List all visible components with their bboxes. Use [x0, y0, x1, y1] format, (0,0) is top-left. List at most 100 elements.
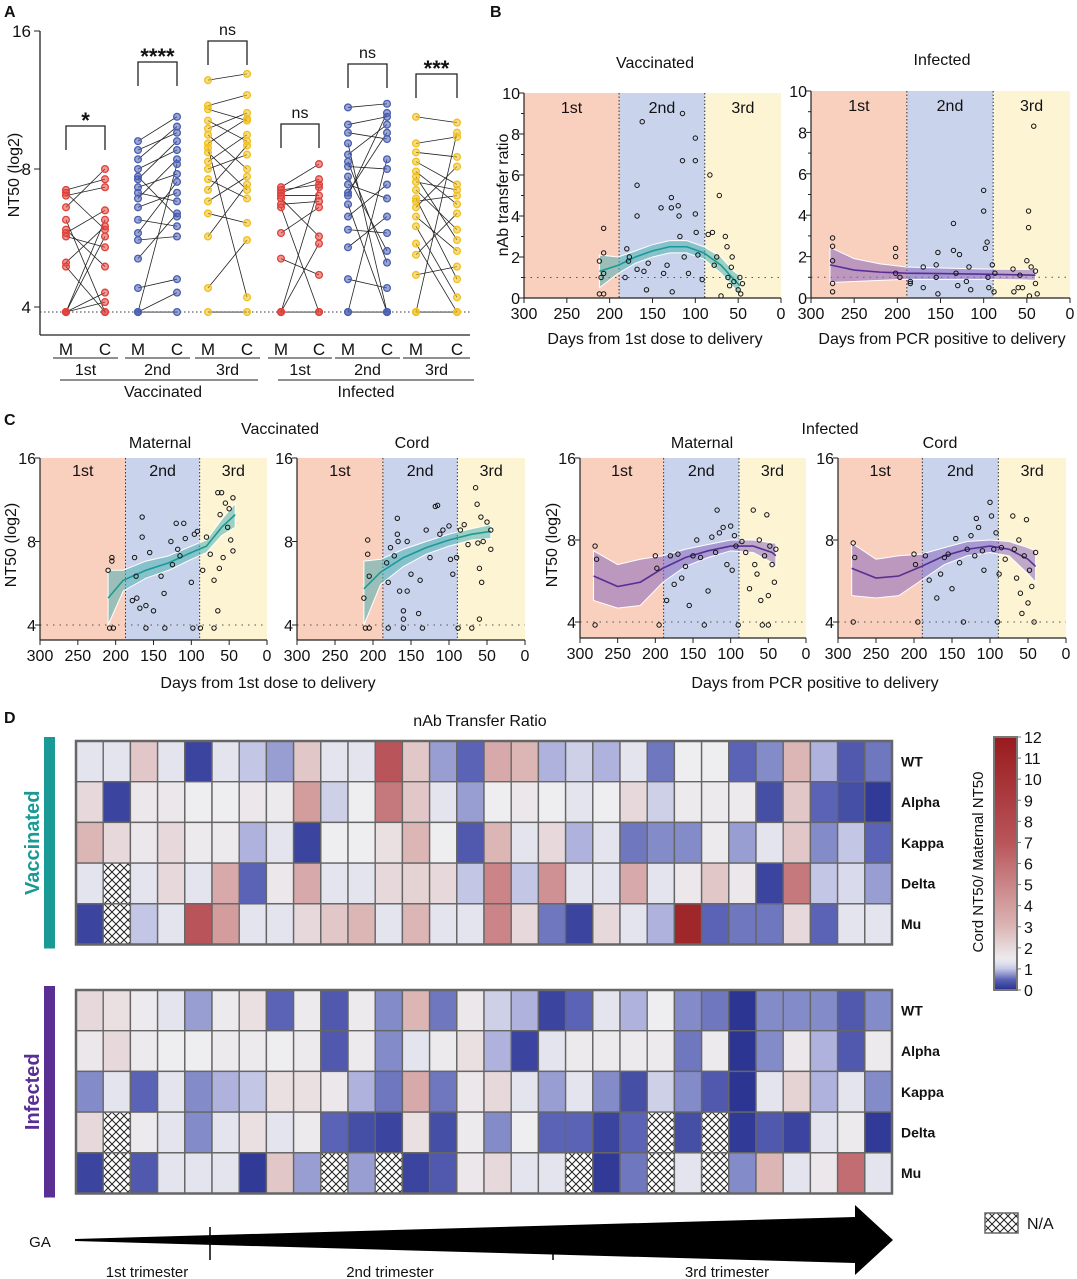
heatmap-cell — [347, 989, 376, 1032]
pair-line — [415, 243, 458, 313]
heatmap-cell — [129, 1111, 159, 1154]
heatmap-cell — [238, 1152, 268, 1195]
heatmap-cell — [184, 1070, 213, 1113]
maternal-point — [411, 250, 421, 259]
data-point — [991, 289, 997, 295]
data-point — [754, 571, 760, 577]
confidence-band — [851, 539, 1037, 599]
heatmap-cell — [510, 862, 540, 905]
heatmap-cell — [156, 1152, 186, 1195]
data-point — [699, 276, 705, 283]
colorbar-tick-label: 1 — [1024, 962, 1033, 979]
trimester-label: 1st — [75, 362, 97, 379]
y-tick-label: 8 — [27, 535, 36, 552]
heatmap-cell — [510, 903, 540, 946]
data-point — [109, 554, 115, 561]
trend-line — [851, 545, 1037, 579]
x-tick-label: 200 — [596, 306, 623, 323]
maternal-point — [411, 172, 421, 181]
data-point — [725, 274, 731, 281]
data-point — [600, 250, 607, 256]
pair-line — [280, 258, 320, 276]
data-point — [222, 500, 229, 506]
data-point — [391, 553, 397, 559]
group-label: Vaccinated — [22, 790, 44, 895]
y-tick-label: 2 — [798, 250, 807, 267]
heatmap-cell — [75, 862, 104, 905]
cord-point — [314, 239, 324, 248]
pair-group — [411, 112, 462, 317]
heatmap-cell — [102, 1070, 132, 1113]
heatmap-cell — [782, 989, 812, 1032]
trimester-label: 3rd — [216, 362, 239, 379]
data-point — [675, 551, 681, 557]
heatmap-cell — [75, 781, 104, 824]
heatmap-cell — [646, 821, 676, 864]
y-axis-label: NT50 (log2) — [544, 503, 561, 587]
pair-line — [207, 108, 248, 122]
heatmap-cell — [782, 903, 812, 946]
panel-b-vaccinated-plot: 1st 2nd 3rd 300 250 200 150 100 50 0 0 2 4 6 8 10 Vaccin… — [495, 55, 786, 348]
maternal-point — [203, 232, 213, 241]
y-tick-label: 16 — [558, 451, 576, 468]
data-point — [457, 527, 464, 533]
x-tick-label: 100 — [436, 648, 463, 665]
trimester-label: 1st — [561, 100, 583, 117]
heatmap-cell — [782, 1070, 812, 1113]
heatmap-cell — [211, 1029, 240, 1073]
maternal-point — [203, 185, 213, 195]
colorbar-tick-label: 7 — [1024, 835, 1033, 852]
data-point — [679, 575, 685, 581]
x-tick-label: 300 — [511, 306, 538, 323]
pair-line — [207, 239, 248, 289]
data-point — [394, 531, 401, 537]
heatmap-cell — [374, 862, 404, 905]
cord-point — [314, 307, 324, 317]
data-point — [474, 501, 480, 507]
colorbar-tick-label: 4 — [1024, 899, 1033, 916]
heatmap-cell — [483, 862, 512, 905]
x-tick-label: 150 — [927, 306, 954, 323]
heatmap-cell — [347, 1111, 376, 1154]
heatmap-cell — [646, 1070, 676, 1113]
maternal-point — [343, 157, 353, 166]
data-point — [480, 538, 486, 545]
pair-line — [65, 219, 106, 313]
data-point — [216, 565, 223, 572]
heatmap-cell — [728, 1070, 757, 1113]
pair-line — [137, 219, 178, 227]
data-point — [926, 577, 932, 583]
x-tick-label: 100 — [970, 306, 997, 323]
data-point — [955, 282, 961, 289]
cord-point — [382, 120, 392, 129]
pair-line — [415, 136, 458, 144]
x-tick-label: 250 — [553, 306, 580, 323]
cord-point — [452, 152, 462, 161]
row-label: Mu — [901, 1165, 921, 1181]
data-point — [417, 577, 423, 583]
heatmap-cell — [238, 1029, 268, 1073]
heatmap-cell — [374, 1029, 404, 1073]
maternal-point — [411, 185, 421, 195]
pair-line — [280, 206, 320, 234]
data-point — [1025, 208, 1032, 214]
heatmap-cell — [537, 1029, 567, 1073]
pair-line — [207, 147, 248, 298]
data-point — [685, 270, 692, 277]
heatmap-cell — [428, 740, 458, 783]
pair-line — [415, 226, 458, 298]
heatmap-cell — [619, 1029, 648, 1073]
y-tick-label: 4 — [22, 298, 31, 317]
data-point — [194, 528, 201, 535]
row-label: WT — [901, 1002, 923, 1018]
heatmap-cell — [564, 821, 594, 864]
heatmap-cell — [782, 1152, 812, 1195]
heatmap-cell — [456, 989, 485, 1032]
trimester-label: 3rd — [731, 100, 754, 117]
pair-line — [347, 132, 388, 140]
panel-c-vaccinated-cord-plot: 1st 2nd 3rd 300 250 200 150 100 50 0 4 8 16 Cord — [275, 435, 529, 665]
heatmap-cell — [347, 1070, 376, 1113]
data-point — [993, 530, 999, 536]
pair-line — [207, 213, 248, 224]
